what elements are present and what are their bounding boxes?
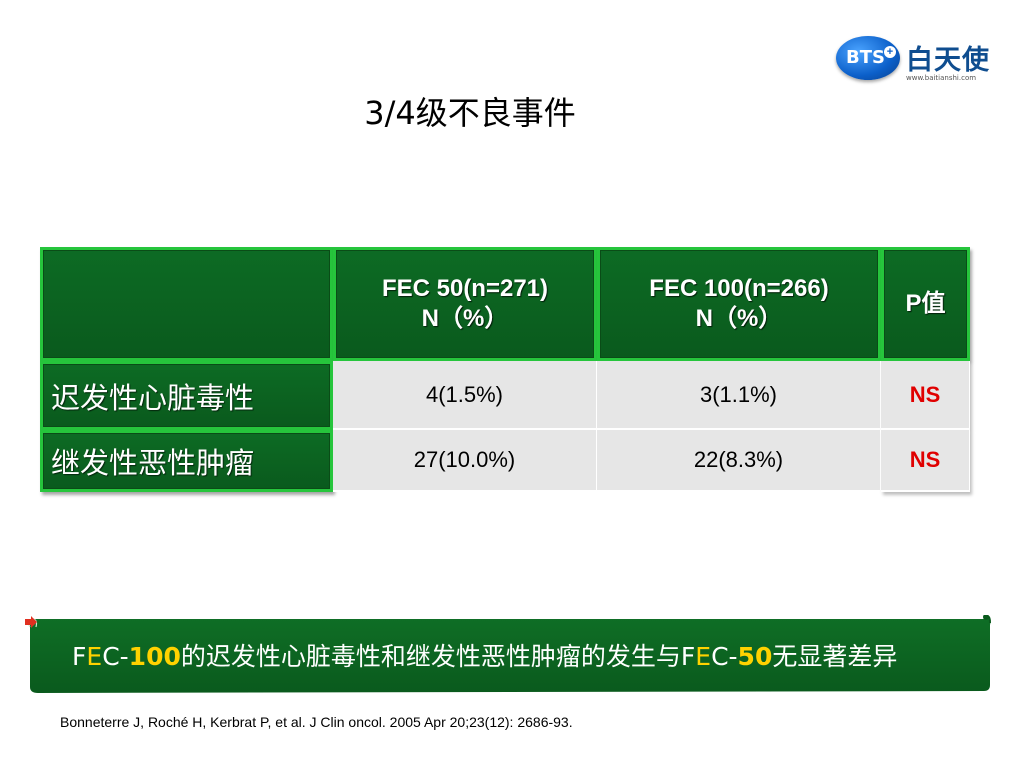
logo-badge: BTS + <box>836 36 900 80</box>
conclusion-text: FEC-100的迟发性心脏毒性和继发性恶性肿瘤的发生与FEC-50无显著差异 <box>72 637 897 673</box>
banner-dose-50: 50 <box>737 642 773 671</box>
banner-f2: F <box>680 642 696 671</box>
logo-url: www.baitianshi.com <box>906 74 977 82</box>
bts-logo: BTS + 白天使 www.baitianshi.com <box>836 34 992 86</box>
banner-c2: C- <box>711 642 738 671</box>
cell-p: NS <box>881 430 970 492</box>
logo-name: 白天使 <box>906 45 990 76</box>
arrow-right-icon <box>25 616 37 628</box>
cell-p: NS <box>881 361 970 430</box>
p-value-ns: NS <box>909 381 941 407</box>
header-empty-cell <box>40 247 333 361</box>
header-fec100-line2: N（%） <box>695 305 783 332</box>
table-header-row: FEC 50(n=271) N（%） FEC 100(n=266) N（%） P值 <box>40 247 970 361</box>
row-label: 继发性恶性肿瘤 <box>40 430 333 492</box>
cell-fec100: 22(8.3%) <box>597 430 881 492</box>
adverse-events-table: FEC 50(n=271) N（%） FEC 100(n=266) N（%） P值 … <box>40 247 970 492</box>
cell-fec50: 27(10.0%) <box>333 430 597 492</box>
cross-icon: + <box>884 46 896 58</box>
banner-end: 无显著差异 <box>772 642 898 671</box>
table-row: 继发性恶性肿瘤 27(10.0%) 22(8.3%) NS <box>40 430 970 492</box>
banner-e2: E <box>695 642 712 671</box>
conclusion-banner: FEC-100的迟发性心脏毒性和继发性恶性肿瘤的发生与FEC-50无显著差异 <box>24 615 992 697</box>
header-p-value: P值 <box>881 247 970 361</box>
page-title: 3/4级不良事件 <box>364 94 576 132</box>
banner-e1: E <box>86 642 103 671</box>
row-label: 迟发性心脏毒性 <box>40 361 333 430</box>
logo-badge-text: BTS <box>846 47 885 68</box>
cell-fec100: 3(1.1%) <box>597 361 881 430</box>
table-row: 迟发性心脏毒性 4(1.5%) 3(1.1%) NS <box>40 361 970 430</box>
header-fec100: FEC 100(n=266) N（%） <box>597 247 881 361</box>
banner-dose-100: 100 <box>128 642 181 671</box>
header-fec50: FEC 50(n=271) N（%） <box>333 247 597 361</box>
cell-fec50: 4(1.5%) <box>333 361 597 430</box>
banner-mid: 的迟发性心脏毒性和继发性恶性肿瘤的发生与 <box>180 642 681 671</box>
banner-c1: C- <box>102 642 129 671</box>
header-fec100-line1: FEC 100(n=266) <box>649 275 829 302</box>
banner-f1: F <box>72 642 87 671</box>
reference-citation: Bonneterre J, Roché H, Kerbrat P, et al.… <box>60 714 573 730</box>
header-fec50-line1: FEC 50(n=271) <box>381 275 549 302</box>
p-value-ns: NS <box>909 447 941 472</box>
header-fec50-line2: N（%） <box>421 305 509 332</box>
